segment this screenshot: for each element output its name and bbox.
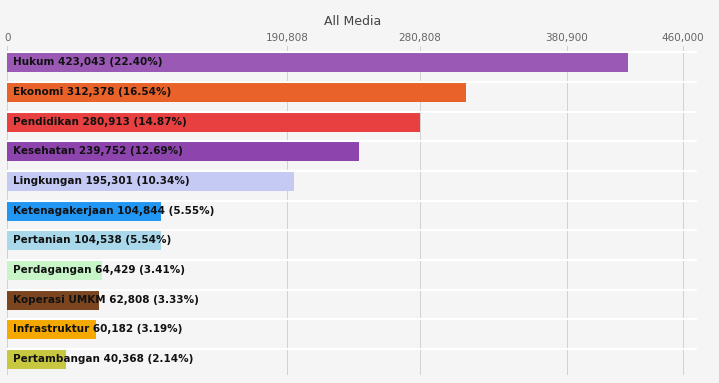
Text: Perdagangan 64,429 (3.41%): Perdagangan 64,429 (3.41%) [13, 265, 185, 275]
Text: Ekonomi 312,378 (16.54%): Ekonomi 312,378 (16.54%) [13, 87, 171, 97]
Bar [7, 141, 360, 161]
Bar [7, 82, 466, 102]
Title: All Media: All Media [324, 15, 381, 28]
Text: Pendidikan 280,913 (14.87%): Pendidikan 280,913 (14.87%) [13, 117, 187, 127]
Bar [7, 319, 96, 339]
Text: Lingkungan 195,301 (10.34%): Lingkungan 195,301 (10.34%) [13, 176, 190, 186]
Bar [7, 111, 420, 132]
Text: Ketenagakerjaan 104,844 (5.55%): Ketenagakerjaan 104,844 (5.55%) [13, 206, 214, 216]
Bar [7, 290, 99, 310]
Text: Infrastruktur 60,182 (3.19%): Infrastruktur 60,182 (3.19%) [13, 324, 183, 334]
Text: Kesehatan 239,752 (12.69%): Kesehatan 239,752 (12.69%) [13, 146, 183, 156]
Bar [7, 52, 628, 72]
Bar [7, 349, 66, 369]
Bar [7, 230, 161, 250]
Text: Koperasi UMKM 62,808 (3.33%): Koperasi UMKM 62,808 (3.33%) [13, 295, 199, 304]
Bar [7, 201, 161, 221]
Text: Hukum 423,043 (22.40%): Hukum 423,043 (22.40%) [13, 57, 162, 67]
Text: Pertambangan 40,368 (2.14%): Pertambangan 40,368 (2.14%) [13, 354, 193, 364]
Bar [7, 171, 294, 191]
Text: Pertanian 104,538 (5.54%): Pertanian 104,538 (5.54%) [13, 235, 171, 246]
Bar [7, 260, 102, 280]
